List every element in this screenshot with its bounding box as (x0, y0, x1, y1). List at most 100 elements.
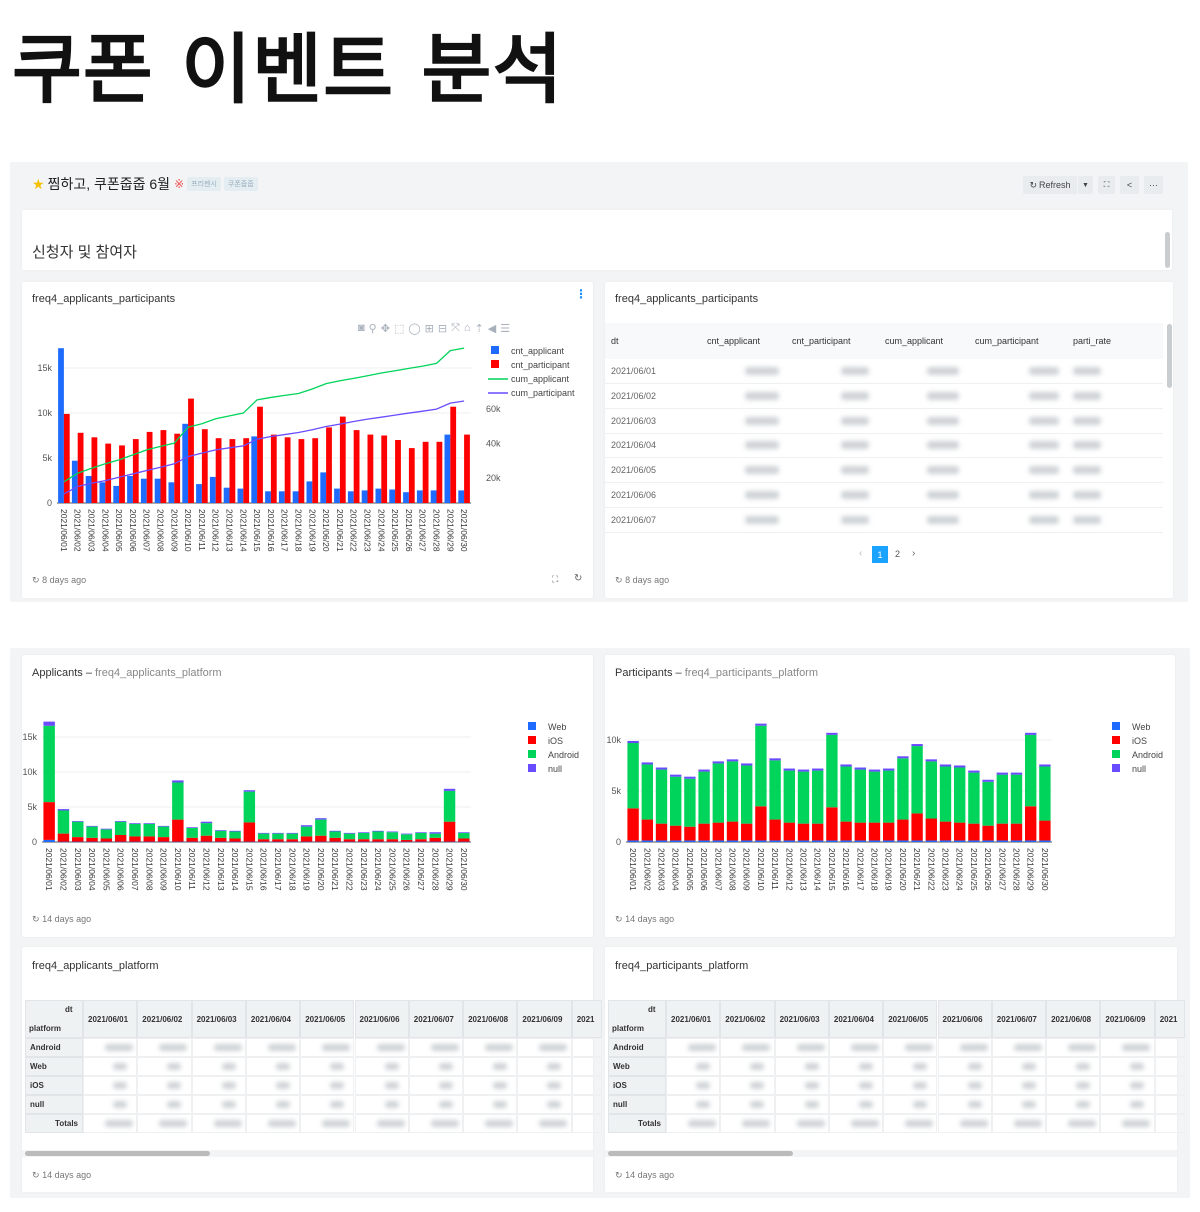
bar-ios-segment[interactable] (458, 838, 470, 842)
bar-cnt_applicant[interactable] (85, 476, 92, 503)
bar-cnt_participant[interactable] (422, 441, 429, 503)
spike-lines-icon[interactable]: ⇡ (474, 323, 484, 335)
bar-ios-segment[interactable] (86, 837, 98, 842)
bar-android-segment[interactable] (43, 725, 55, 803)
bar-null-segment[interactable] (954, 765, 966, 768)
legend-swatch[interactable] (491, 360, 499, 368)
bar-web-segment[interactable] (143, 841, 155, 843)
bar-ios-segment[interactable] (43, 802, 55, 840)
bar-ios-segment[interactable] (157, 837, 170, 842)
bar-ios-segment[interactable] (415, 839, 427, 842)
bar-cnt_applicant[interactable] (292, 491, 299, 503)
bar-null-segment[interactable] (812, 768, 824, 771)
bar-cnt_participant[interactable] (408, 448, 415, 503)
bar-null-segment[interactable] (229, 830, 241, 832)
bar-cnt_participant[interactable] (270, 434, 277, 503)
bar-web-segment[interactable] (670, 840, 682, 842)
bar-web-segment[interactable] (684, 840, 696, 842)
column-header[interactable]: cnt_participant (792, 336, 851, 346)
bar-null-segment[interactable] (286, 832, 298, 834)
bar-null-segment[interactable] (72, 821, 84, 822)
bar-ios-segment[interactable] (755, 806, 767, 841)
refresh-button[interactable]: ↻ Refresh (1023, 176, 1077, 194)
legend-swatch[interactable] (528, 722, 536, 730)
bar-ios-segment[interactable] (968, 823, 980, 841)
bar-web-segment[interactable] (157, 841, 170, 843)
bar-web-segment[interactable] (655, 840, 668, 842)
bar-web-segment[interactable] (443, 841, 456, 843)
bar-ios-segment[interactable] (1039, 820, 1051, 841)
pivot-date-header[interactable]: 2021/06/09 (517, 1000, 572, 1038)
bar-ios-segment[interactable] (641, 819, 653, 841)
bar-web-segment[interactable] (1025, 840, 1037, 842)
bar-null-segment[interactable] (43, 721, 55, 726)
bar-web-segment[interactable] (954, 840, 966, 842)
bar-web-segment[interactable] (72, 841, 84, 843)
bar-ios-segment[interactable] (272, 839, 284, 842)
bar-ios-segment[interactable] (954, 822, 966, 841)
bar-web-segment[interactable] (200, 841, 213, 843)
bar-ios-segment[interactable] (229, 838, 241, 842)
bar-web-segment[interactable] (358, 841, 370, 843)
bar-cnt_applicant[interactable] (320, 472, 327, 503)
bar-android-segment[interactable] (982, 781, 994, 826)
legend-label[interactable]: Web (548, 722, 566, 732)
bar-android-segment[interactable] (386, 832, 399, 840)
bar-null-segment[interactable] (797, 769, 810, 772)
bar-ios-segment[interactable] (897, 819, 909, 841)
bar-cnt_participant[interactable] (450, 406, 457, 503)
prev-page-icon[interactable]: ‹ (859, 548, 863, 559)
bar-ios-segment[interactable] (812, 823, 824, 841)
bar-android-segment[interactable] (783, 770, 795, 823)
table-scrollbar[interactable] (1167, 324, 1172, 388)
home-icon[interactable]: ⌂ (463, 322, 471, 334)
bar-ios-segment[interactable] (329, 837, 341, 842)
bar-ios-segment[interactable] (982, 825, 994, 841)
bar-android-segment[interactable] (186, 828, 198, 838)
line-cum_participant[interactable] (63, 400, 465, 495)
bar-cnt_participant[interactable] (188, 398, 194, 503)
bar-null-segment[interactable] (868, 769, 881, 772)
bar-ios-segment[interactable] (129, 836, 141, 842)
bar-cnt_applicant[interactable] (99, 482, 106, 503)
bar-web-segment[interactable] (840, 840, 852, 842)
bar-null-segment[interactable] (429, 832, 441, 834)
bar-web-segment[interactable] (172, 841, 184, 843)
bar-ios-segment[interactable] (386, 839, 399, 842)
zoom-icon[interactable]: ⚲ (368, 323, 377, 335)
bar-android-segment[interactable] (143, 823, 155, 837)
bar-cnt_participant[interactable] (132, 439, 139, 503)
bar-android-segment[interactable] (458, 832, 470, 839)
bar-cnt_applicant[interactable] (278, 491, 285, 503)
bar-web-segment[interactable] (343, 841, 356, 843)
hover-closest-icon[interactable]: ◀ (487, 323, 497, 335)
column-header[interactable]: cum_participant (975, 336, 1039, 346)
bar-ios-segment[interactable] (243, 822, 256, 842)
bar-android-segment[interactable] (939, 766, 952, 822)
legend-swatch[interactable] (528, 764, 536, 772)
expand-icon[interactable]: ⛶ (552, 574, 559, 584)
pivot-date-header[interactable]: 2021/06/09 (1100, 1000, 1155, 1038)
autoscale-icon[interactable]: ⤧ (451, 322, 460, 334)
bar-null-segment[interactable] (358, 832, 370, 833)
bar-android-segment[interactable] (272, 833, 284, 840)
legend-swatch[interactable] (1112, 750, 1120, 758)
legend-label[interactable]: null (548, 764, 562, 774)
bar-cnt_applicant[interactable] (347, 491, 354, 503)
bar-cnt_participant[interactable] (284, 437, 291, 503)
next-page-icon[interactable]: › (912, 548, 916, 559)
bar-web-segment[interactable] (272, 841, 284, 843)
legend-swatch[interactable] (491, 346, 499, 354)
bar-ios-segment[interactable] (72, 837, 84, 842)
bar-ios-segment[interactable] (826, 807, 838, 841)
bar-cnt_applicant[interactable] (361, 490, 368, 503)
bar-android-segment[interactable] (954, 767, 966, 823)
bar-android-segment[interactable] (1039, 766, 1051, 821)
pivot-date-header[interactable]: 2021/06/04 (245, 1000, 301, 1038)
bar-cnt_applicant[interactable] (444, 434, 451, 503)
fullscreen-button[interactable]: ⛶ (1098, 176, 1115, 194)
bar-web-segment[interactable] (911, 840, 923, 842)
bar-android-segment[interactable] (797, 771, 810, 824)
bar-android-segment[interactable] (854, 769, 866, 823)
bar-web-segment[interactable] (883, 840, 895, 842)
